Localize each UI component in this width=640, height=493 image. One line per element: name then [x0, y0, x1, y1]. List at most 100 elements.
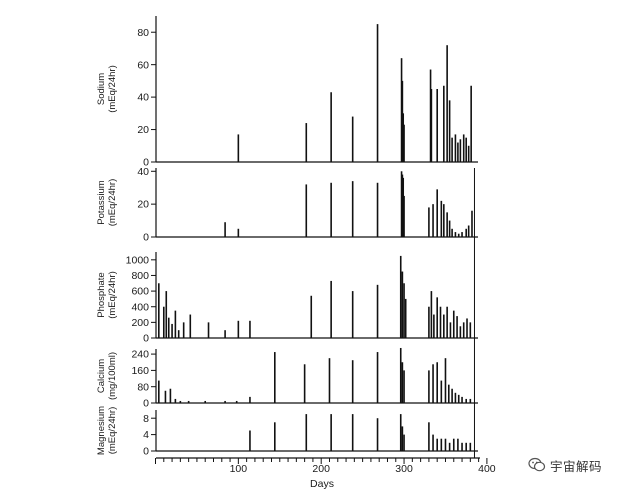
magnesium-bar: [452, 438, 455, 451]
magnesium-bar: [448, 442, 451, 451]
calcium-bar: [461, 396, 463, 403]
magnesium-y-tick-label: 8: [143, 413, 149, 425]
sodium-bar: [454, 134, 457, 162]
phosphate-bar: [466, 318, 468, 338]
sodium-bar: [459, 139, 462, 162]
phosphate-bar: [177, 330, 180, 338]
potassium-bar: [376, 182, 379, 237]
potassium-bar: [454, 232, 457, 237]
phosphate-bar: [456, 316, 458, 338]
calcium-bar: [401, 362, 404, 403]
potassium-bar: [305, 184, 308, 237]
phosphate-bar: [224, 330, 226, 338]
magnesium-bar: [457, 438, 459, 451]
potassium-bar: [428, 207, 430, 237]
calcium-ylabel-line-1: Calcium: [96, 359, 107, 393]
watermark-text: 宇宙解码: [550, 458, 603, 474]
sodium-bar: [465, 137, 467, 162]
phosphate-ylabel-line-1: Phosphate: [96, 272, 107, 317]
calcium-bar: [224, 400, 226, 403]
phosphate-bar: [249, 320, 251, 338]
calcium-bar: [436, 362, 438, 403]
potassium-bar: [448, 220, 451, 237]
calcium-bar: [454, 392, 457, 403]
sodium-bar: [443, 85, 445, 162]
calcium-bar: [174, 398, 177, 403]
phosphate-bar: [165, 291, 168, 338]
potassium-bar: [467, 225, 470, 237]
potassium-bar: [400, 171, 403, 237]
potassium-ylabel-line-1: Potassium: [96, 180, 107, 224]
calcium-bar: [169, 388, 172, 403]
calcium-bar: [451, 388, 453, 403]
calcium-bar: [204, 400, 207, 403]
calcium-bar: [440, 380, 443, 403]
potassium-bar: [465, 228, 467, 237]
magnesium-bar: [274, 422, 276, 451]
magnesium-bar: [436, 438, 438, 451]
panel-potassium: 0 20 40 Potassium (mEq/24hr): [96, 166, 478, 244]
x-tick-label: 300: [395, 463, 413, 475]
calcium-bar: [457, 394, 460, 403]
magnesium-bar: [465, 442, 467, 451]
sodium-bar: [376, 24, 379, 162]
phosphate-bar: [439, 306, 442, 338]
magnesium-bar: [432, 434, 434, 451]
phosphate-bar: [174, 310, 177, 338]
phosphate-bar: [158, 283, 160, 338]
calcium-y-tick-label: 160: [131, 365, 149, 377]
sodium-bar: [436, 89, 438, 162]
potassium-bar: [471, 210, 473, 237]
phosphate-bar: [446, 306, 448, 338]
sodium-y-tick-label: 80: [137, 27, 149, 39]
calcium-bar: [179, 400, 182, 403]
calcium-bar: [428, 370, 430, 403]
sodium-y-tick-label: 0: [143, 157, 149, 169]
panel-sodium: 0 20 40 60 80 Sodium (mEq/24hr): [96, 16, 478, 169]
magnesium-ylabel-line-1: Magnesium: [96, 406, 107, 455]
calcium-bar: [444, 358, 447, 403]
watermark: 宇宙解码: [528, 456, 638, 474]
phosphate-bar: [452, 310, 455, 338]
potassium-bar: [457, 233, 460, 237]
phosphate-y-tick-label: 0: [143, 333, 149, 345]
magnesium-bar: [249, 430, 251, 451]
calcium-bar: [303, 364, 306, 403]
potassium-bar: [237, 228, 240, 237]
calcium-ylabel-line-2: (mg/100ml): [107, 352, 118, 400]
phosphate-ylabel-line-2: (mEq/24hr): [107, 271, 118, 319]
potassium-bar: [432, 204, 434, 237]
sodium-ylabel-line-2: (mEq/24hr): [107, 65, 118, 113]
magnesium-bar: [440, 438, 443, 451]
potassium-bar: [401, 174, 404, 237]
sodium-y-tick-label: 40: [137, 92, 149, 104]
sodium-bar: [457, 142, 459, 162]
phosphate-bar: [207, 322, 210, 338]
magnesium-bar: [428, 422, 430, 451]
phosphate-y-tick-label: 400: [131, 301, 149, 313]
phosphate-bar: [436, 297, 438, 338]
potassium-y-tick-label: 20: [137, 199, 149, 211]
phosphate-bar: [403, 283, 405, 338]
x-axis: 100 200 300 400 Days: [155, 168, 496, 490]
calcium-bar: [158, 380, 160, 403]
phosphate-bar: [162, 306, 165, 338]
magnesium-bar: [330, 414, 332, 451]
magnesium-bar: [403, 434, 405, 451]
magnesium-bar: [305, 414, 308, 451]
phosphate-bar: [443, 314, 445, 338]
phosphate-bar: [433, 314, 435, 338]
sodium-bar: [429, 69, 432, 162]
phosphate-bar: [376, 284, 379, 338]
potassium-bar: [446, 212, 448, 237]
calcium-bar: [274, 352, 276, 403]
phosphate-bar: [462, 322, 465, 338]
phosphate-bar: [171, 323, 173, 338]
phosphate-y-tick-label: 200: [131, 317, 149, 329]
calcium-y-tick-label: 0: [143, 398, 149, 410]
phosphate-bar: [401, 271, 404, 338]
potassium-bar: [224, 222, 226, 237]
phosphate-y-tick-label: 800: [131, 270, 149, 282]
phosphate-bar: [430, 291, 433, 338]
